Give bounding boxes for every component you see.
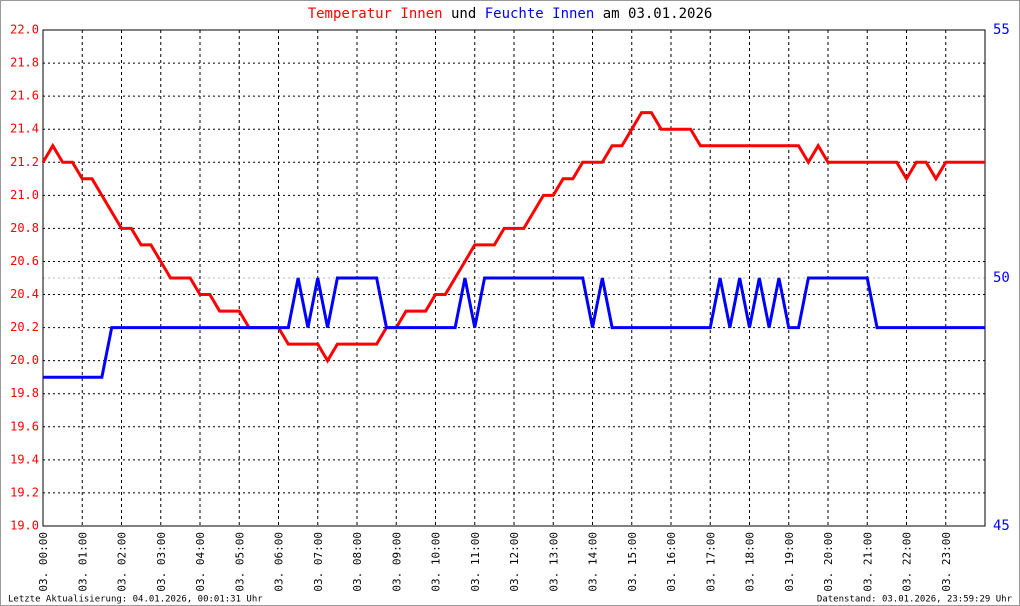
x-tick-label: 03. 02:00	[116, 532, 129, 592]
x-tick-label: 03. 20:00	[822, 532, 835, 592]
y-tick-label: 22.0	[10, 23, 39, 37]
x-tick-label: 03. 13:00	[547, 532, 560, 592]
y-tick-label: 19.6	[10, 419, 39, 433]
title-part: Temperatur Innen	[308, 6, 443, 22]
y-tick-label: 21.0	[10, 188, 39, 202]
x-tick-label: 03. 22:00	[901, 532, 914, 592]
x-tick-label: 03. 23:00	[940, 532, 953, 592]
y-tick-label: 19.4	[10, 452, 39, 466]
y-tick-label: 21.4	[10, 122, 39, 136]
footer-left: Letzte Aktualisierung: 04.01.2026, 00:01…	[8, 595, 263, 605]
x-tick-label: 03. 04:00	[194, 532, 207, 592]
x-tick-label: 03. 14:00	[587, 532, 600, 592]
y-tick-label: 20.0	[10, 353, 39, 367]
x-tick-label: 03. 08:00	[351, 532, 364, 592]
x-tick-label: 03. 17:00	[704, 532, 717, 592]
y-tick-label: 20.6	[10, 254, 39, 268]
title-part: am 03.01.2026	[603, 6, 713, 22]
x-tick-label: 03. 06:00	[273, 532, 286, 592]
series-line	[43, 276, 985, 379]
footer-right: Datenstand: 03.01.2026, 23:59:29 Uhr	[817, 595, 1013, 605]
y-tick-label: 20.2	[10, 320, 39, 334]
y2-tick-label: 50	[993, 270, 1010, 286]
x-tick-label: 03. 05:00	[233, 532, 246, 592]
y-tick-label: 19.0	[10, 519, 39, 533]
x-tick-label: 03. 19:00	[783, 532, 796, 592]
series-line	[41, 111, 985, 364]
y-tick-label: 20.4	[10, 287, 39, 301]
chart-title: Temperatur Innen und Feuchte Innen am 03…	[308, 6, 713, 22]
y-tick-label: 19.2	[10, 485, 39, 499]
y-tick-label: 21.6	[10, 89, 39, 103]
x-tick-label: 03. 12:00	[508, 532, 521, 592]
y-tick-label: 21.8	[10, 56, 39, 70]
title-part: und	[451, 6, 476, 22]
y-tick-label: 20.8	[10, 221, 39, 235]
x-tick-label: 03. 03:00	[155, 532, 168, 592]
x-tick-label: 03. 10:00	[430, 532, 443, 592]
plot-border	[42, 29, 986, 527]
y-tick-label: 21.2	[10, 155, 39, 169]
x-tick-label: 03. 00:00	[37, 532, 50, 592]
title-part: Feuchte Innen	[485, 6, 595, 22]
x-tick-label: 03. 15:00	[626, 532, 639, 592]
x-tick-label: 03. 21:00	[861, 532, 874, 592]
x-tick-label: 03. 16:00	[665, 532, 678, 592]
y2-tick-label: 55	[993, 22, 1010, 38]
x-tick-label: 03. 18:00	[744, 532, 757, 592]
x-tick-label: 03. 11:00	[469, 532, 482, 592]
x-tick-label: 03. 07:00	[312, 532, 325, 592]
y-tick-label: 19.8	[10, 386, 39, 400]
y2-tick-label: 45	[993, 518, 1010, 534]
x-tick-label: 03. 01:00	[76, 532, 89, 592]
x-tick-label: 03. 09:00	[390, 532, 403, 592]
